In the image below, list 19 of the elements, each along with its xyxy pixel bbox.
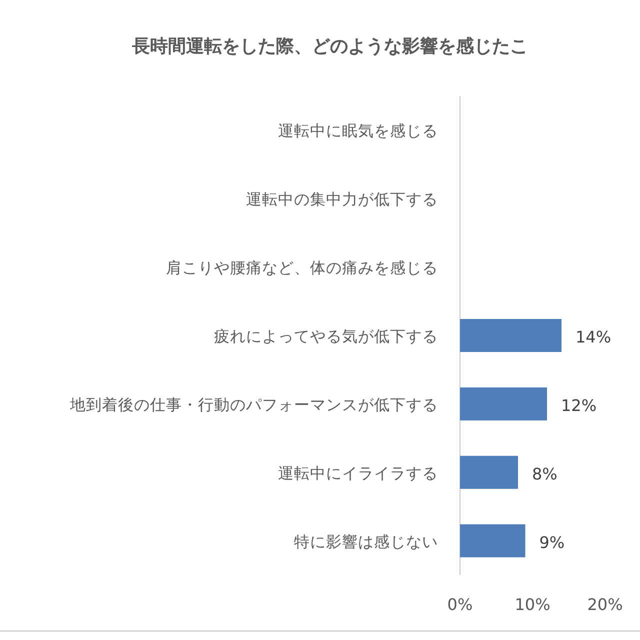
y-tick-label: 特に影響は感じない: [294, 532, 438, 551]
bar: [460, 319, 562, 352]
data-label: 14%: [576, 328, 612, 346]
y-tick-label: 運転中に眠気を感じる: [278, 122, 438, 140]
data-label: 12%: [561, 396, 597, 415]
data-label: 9%: [539, 532, 565, 552]
y-tick-label: 地到着後の仕事・行動のパフォーマンスが低下する: [69, 396, 438, 414]
bar: [460, 524, 526, 558]
x-tick-label: 20%: [587, 595, 623, 614]
y-tick-label: 疲れによってやる気が低下する: [214, 328, 438, 346]
data-label: 8%: [532, 464, 558, 484]
bar: [460, 456, 518, 489]
x-tick-label: 10%: [514, 595, 550, 614]
y-tick-label: 運転中にイライラする: [278, 464, 438, 482]
y-tick-label: 肩こりや腰痛など、体の痛みを感じる: [166, 259, 438, 278]
chart-title: 長時間運転をした際、どのような影響を感じたこ: [131, 36, 528, 57]
x-tick-label: 0%: [447, 595, 473, 614]
bar: [460, 387, 547, 420]
y-tick-label: 運転中の集中力が低下する: [246, 190, 438, 209]
